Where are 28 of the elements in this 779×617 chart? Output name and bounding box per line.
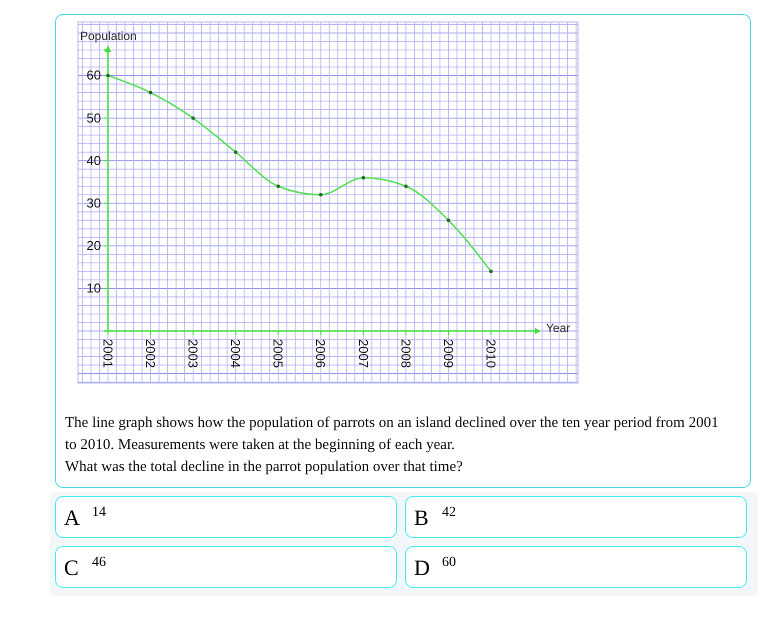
y-tick-label: 60 <box>86 68 101 83</box>
text: 46 <box>92 555 106 571</box>
x-tick-label: 2002 <box>143 339 158 368</box>
y-tick-label: 20 <box>86 238 101 254</box>
text: What was the total decline in the parrot population over that time? <box>65 458 464 477</box>
x-axis-title: Year <box>546 321 570 335</box>
text: A <box>64 505 80 531</box>
text: D <box>414 555 430 581</box>
x-tick-label: 2008 <box>398 339 414 368</box>
y-tick-label: 30 <box>86 195 101 210</box>
x-tick-label: 2009 <box>440 339 456 368</box>
x-tick-label: 2004 <box>228 339 244 368</box>
x-tick-label: 2003 <box>186 339 201 368</box>
text: 14 <box>92 505 106 521</box>
y-tick-label: 10 <box>86 280 101 296</box>
text: 42 <box>442 505 456 521</box>
text: B <box>414 505 429 531</box>
x-tick-label: 2001 <box>100 339 116 368</box>
y-tick-label: 50 <box>86 110 101 126</box>
x-tick-label: 2005 <box>270 339 286 368</box>
x-tick-label: 2010 <box>483 339 498 368</box>
y-tick-label: 40 <box>86 152 101 168</box>
text: 60 <box>442 555 456 571</box>
text: The line graph shows how the population of parrots on an island declined over the ten year period from 2001 to 2010. Measurements were taken at the beginning of each year. <box>65 414 720 455</box>
x-tick-label: 2006 <box>313 339 328 368</box>
y-axis-title: Population <box>80 29 137 43</box>
text: C <box>64 555 79 581</box>
x-tick-label: 2007 <box>356 339 371 368</box>
